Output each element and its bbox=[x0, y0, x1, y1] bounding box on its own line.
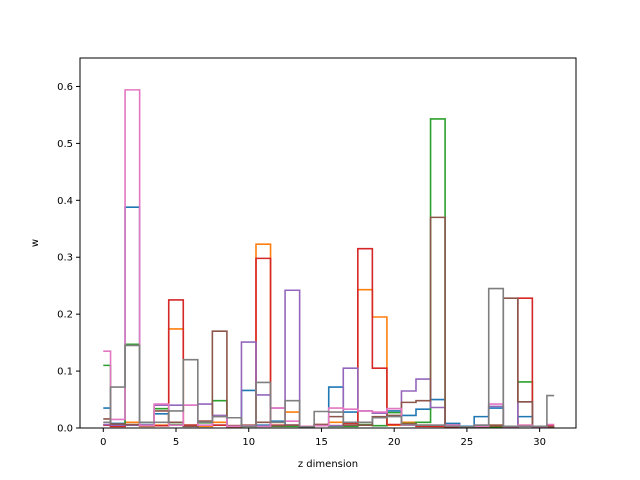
y-axis-ticks: 0.0 0.1 0.2 0.3 0.4 0.5 0.6 bbox=[57, 82, 80, 435]
x-tick-label: 30 bbox=[533, 437, 546, 448]
y-tick-label: 0.6 bbox=[57, 82, 73, 93]
x-axis-ticks: 0 5 10 15 20 25 30 bbox=[100, 428, 546, 448]
y-tick-label: 0.5 bbox=[57, 139, 73, 150]
x-tick-label: 15 bbox=[315, 437, 328, 448]
y-tick-label: 0.0 bbox=[57, 424, 73, 435]
x-tick-label: 10 bbox=[242, 437, 255, 448]
series-line-8 bbox=[103, 287, 555, 428]
plot-frame bbox=[79, 57, 577, 429]
x-tick-label: 25 bbox=[461, 437, 474, 448]
y-tick-label: 0.2 bbox=[57, 310, 73, 321]
x-axis-label: z dimension bbox=[298, 459, 358, 470]
y-tick-label: 0.1 bbox=[57, 367, 73, 378]
y-axis-label: w bbox=[30, 239, 41, 247]
y-tick-label: 0.3 bbox=[57, 253, 73, 264]
series-layer bbox=[103, 89, 555, 428]
x-tick-label: 5 bbox=[173, 437, 179, 448]
x-tick-label: 20 bbox=[388, 437, 401, 448]
y-tick-label: 0.4 bbox=[57, 196, 73, 207]
x-tick-label: 0 bbox=[100, 437, 106, 448]
